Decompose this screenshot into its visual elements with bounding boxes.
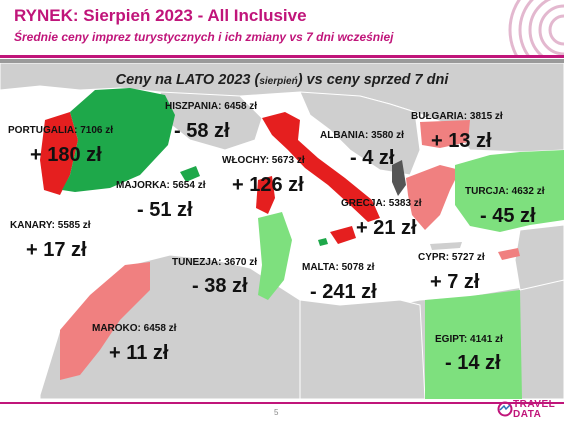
label-egipt: EGIPT: 4141 zł <box>435 334 503 345</box>
slide-header: RYNEK: Sierpień 2023 - All Inclusive Śre… <box>0 0 564 62</box>
footer-divider <box>0 402 564 404</box>
slide-subtitle: Średnie ceny imprez turystycznych i ich … <box>14 30 394 44</box>
land-balkans <box>299 91 421 176</box>
label-wlochy: WŁOCHY: 5673 zł <box>222 155 305 166</box>
value-majorka: - 51 zł <box>137 199 193 221</box>
value-bulgaria: + 13 zł <box>431 130 492 152</box>
country-albania <box>392 160 406 196</box>
value-wlochy: + 126 zł <box>232 174 304 196</box>
country-tunezja <box>258 212 292 300</box>
label-cypr: CYPR: 5727 zł <box>418 252 485 263</box>
decorative-circles-icon <box>508 0 564 56</box>
label-malta: MALTA: 5078 zł <box>302 262 375 273</box>
value-albania: - 4 zł <box>350 147 395 169</box>
country-cypr <box>498 248 520 260</box>
label-albania: ALBANIA: 3580 zł <box>320 130 404 141</box>
value-turcja: - 45 zł <box>480 205 536 227</box>
header-divider-magenta <box>0 55 564 58</box>
header-divider-grey <box>0 59 564 63</box>
label-grecja: GRECJA: 5383 zł <box>341 198 422 209</box>
value-maroko: + 11 zł <box>109 342 169 364</box>
map-title: Ceny na LATO 2023 (sierpień) vs ceny spr… <box>115 72 449 88</box>
mediterranean-map <box>0 63 564 399</box>
label-maroko: MAROKO: 6458 zł <box>92 323 177 334</box>
label-portugalia: PORTUGALIA: 7106 zł <box>8 125 114 136</box>
logo-globe-icon <box>497 401 513 417</box>
country-wlochy <box>262 112 380 222</box>
country-turcja <box>455 150 564 232</box>
value-portugalia: + 180 zł <box>30 144 102 166</box>
country-wlochy-sardynia <box>256 176 275 214</box>
country-maroko <box>60 262 150 380</box>
label-bulgaria: BUŁGARIA: 3815 zł <box>411 111 503 122</box>
value-cypr: + 7 zł <box>430 271 480 293</box>
land-levant <box>514 224 564 291</box>
country-wlochy-sycylia <box>330 226 356 244</box>
land-libya <box>299 299 426 399</box>
label-turcja: TURCJA: 4632 zł <box>465 186 545 197</box>
value-egipt: - 14 zł <box>445 352 501 374</box>
logo-text-travel: TRAVEL <box>513 399 556 410</box>
country-grecja <box>406 165 460 230</box>
island-crete <box>430 242 462 250</box>
label-majorka: MAJORKA: 5654 zł <box>116 180 206 191</box>
page-number: 5 <box>274 408 279 417</box>
country-hiszpania <box>62 88 175 192</box>
label-tunezja: TUNEZJA: 3670 zł <box>172 257 258 268</box>
value-grecja: + 21 zł <box>356 217 417 239</box>
travel-data-logo: TRAVEL DATA <box>497 398 559 422</box>
label-kanary: KANARY: 5585 zł <box>10 220 91 231</box>
country-portugalia <box>40 112 78 195</box>
value-kanary: + 17 zł <box>26 239 87 261</box>
value-tunezja: - 38 zł <box>192 275 248 297</box>
value-malta: - 241 zł <box>310 281 377 303</box>
slide-title: RYNEK: Sierpień 2023 - All Inclusive <box>14 6 307 25</box>
logo-text-data: DATA <box>513 409 542 420</box>
country-bulgaria <box>420 120 470 148</box>
country-malta <box>318 238 328 246</box>
label-hiszpania: HISZPANIA: 6458 zł <box>165 101 258 112</box>
value-hiszpania: - 58 zł <box>174 120 230 142</box>
country-majorka <box>180 166 200 182</box>
country-egipt <box>425 290 522 399</box>
